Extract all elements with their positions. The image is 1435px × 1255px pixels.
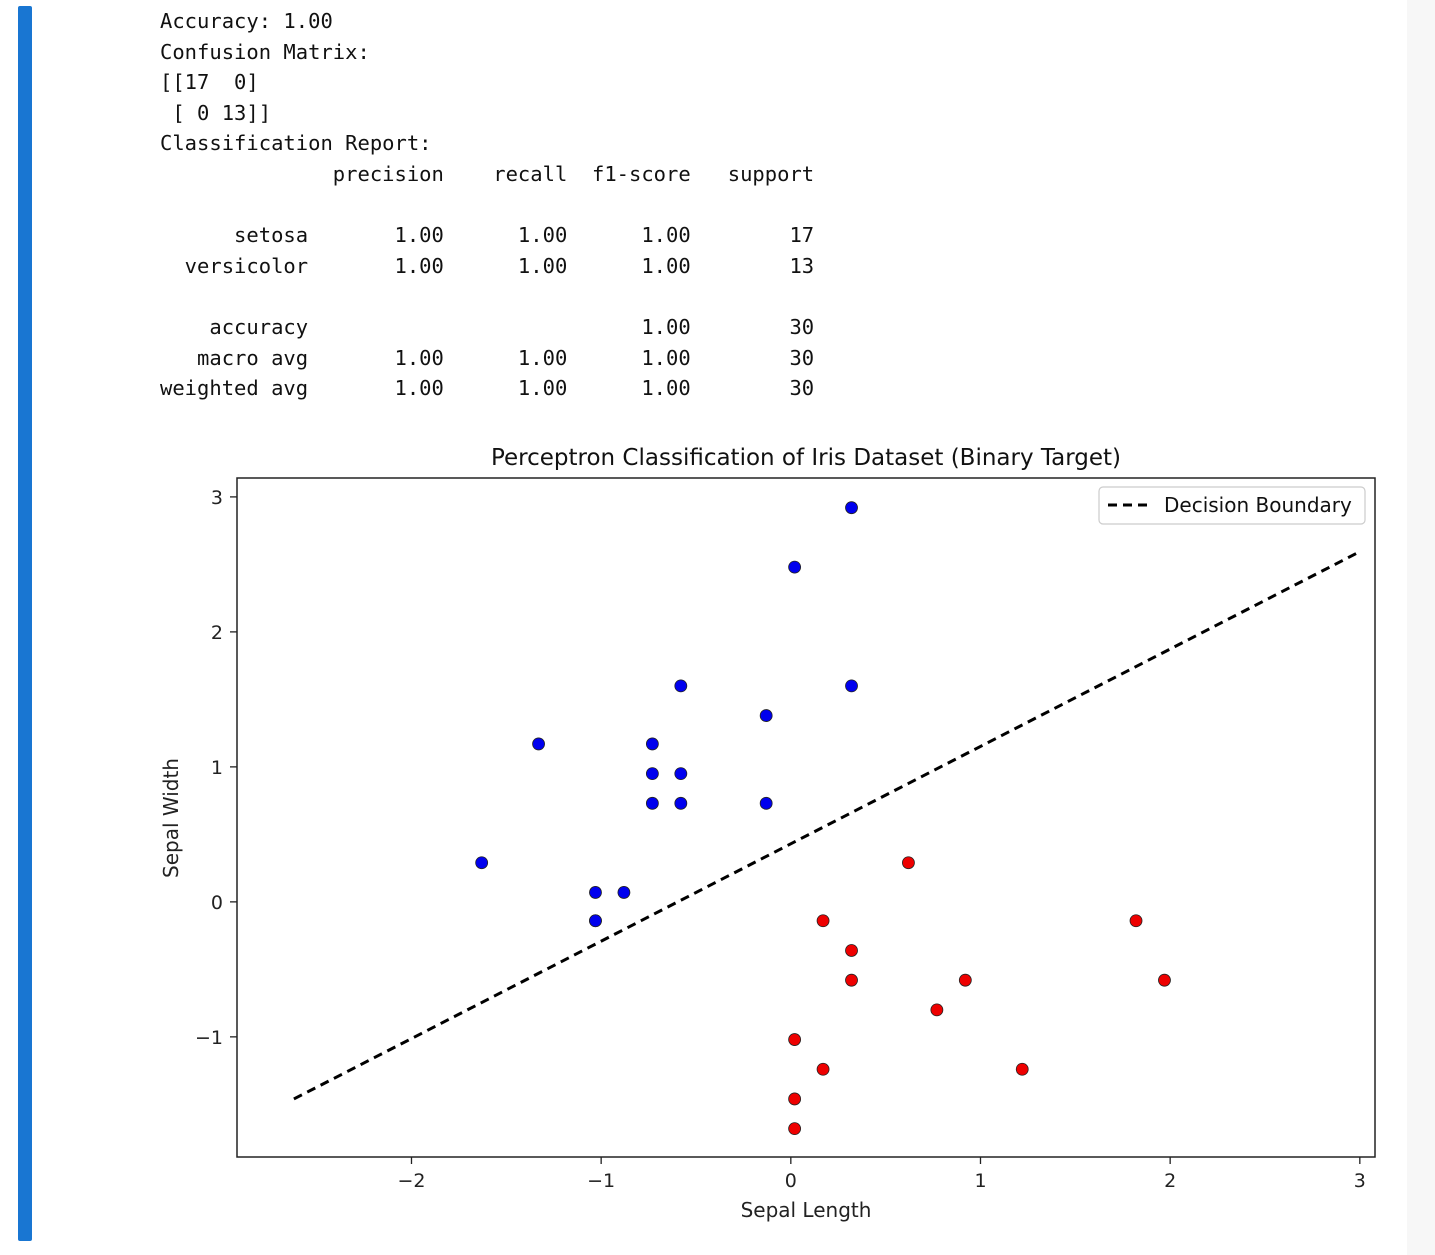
output-line: weighted avg 1.00 1.00 1.00 30 (160, 376, 815, 401)
scatter-point (759, 709, 773, 722)
scatter-point (475, 856, 489, 870)
scatter-point (645, 767, 659, 781)
scatter-point (1015, 1062, 1029, 1076)
output-line: accuracy 1.00 30 (160, 314, 815, 339)
output-line: Confusion Matrix: (160, 39, 370, 64)
scatter-point (1129, 914, 1143, 928)
scatter-point (674, 679, 688, 693)
scatter-point (845, 944, 858, 957)
x-tick-label: 0 (785, 1170, 797, 1192)
scatter-point (788, 1033, 802, 1046)
output-line: precision recall f1-score support (160, 161, 815, 186)
scatter-point (674, 796, 688, 810)
scatter-point (589, 886, 602, 899)
scatter-point (788, 1122, 802, 1136)
scatter-point (816, 914, 830, 928)
output-line: [ 0 13]] (160, 100, 272, 125)
y-axis-label: Sepal Width (159, 758, 183, 878)
scatter-point (759, 796, 773, 810)
scatter-point (845, 501, 858, 515)
legend: Decision Boundary (1098, 486, 1366, 525)
scatter-point (816, 1062, 830, 1076)
scatter-point (532, 737, 545, 751)
output-line: [[17 0] (160, 70, 259, 95)
y-tick-label: 0 (211, 892, 223, 914)
scatter-point (902, 856, 915, 870)
x-tick-label: −1 (587, 1170, 615, 1192)
cell-focus-bar[interactable] (18, 6, 32, 1241)
x-axis: −2 −1 0 1 2 3 (397, 1157, 1366, 1192)
output-line: Classification Report: (160, 131, 432, 156)
data-points (475, 501, 1171, 1136)
scatter-point (930, 1003, 944, 1017)
chart-title: Perceptron Classification of Iris Datase… (491, 445, 1121, 471)
y-tick-label: 2 (211, 622, 223, 644)
y-axis: −1 0 1 2 3 (195, 487, 237, 1049)
x-tick-label: 1 (974, 1170, 986, 1192)
x-tick-label: 2 (1164, 1170, 1176, 1192)
scatter-point (845, 973, 858, 987)
output-line: versicolor 1.00 1.00 1.00 13 (160, 253, 815, 278)
cell-output-text: Accuracy: 1.00 Confusion Matrix: [[17 0] [… (160, 6, 814, 404)
output-line: macro avg 1.00 1.00 1.00 30 (160, 345, 815, 370)
y-tick-label: −1 (195, 1027, 223, 1049)
right-gutter (1407, 0, 1435, 1255)
scatter-point (589, 914, 602, 928)
scatter-point (788, 1092, 802, 1106)
x-tick-label: 3 (1354, 1170, 1366, 1192)
x-axis-label: Sepal Length (741, 1198, 872, 1222)
legend-entry: Decision Boundary (1164, 493, 1352, 517)
scatter-point (1158, 973, 1171, 987)
decision-boundary-line (293, 552, 1357, 1101)
scatter-point (958, 973, 972, 987)
scatter-point (845, 679, 858, 693)
scatter-point (788, 560, 802, 574)
y-tick-label: 1 (211, 757, 223, 779)
scatter-point (645, 737, 659, 751)
scatter-point (645, 796, 659, 810)
y-tick-label: 3 (211, 487, 223, 509)
x-tick-label: −2 (397, 1170, 425, 1192)
plot-area-frame (236, 477, 1376, 1158)
legend-box (1098, 486, 1366, 525)
scatter-point (674, 767, 688, 781)
scatter-point (617, 886, 631, 899)
output-line: setosa 1.00 1.00 1.00 17 (160, 223, 815, 248)
output-line: Accuracy: 1.00 (160, 9, 333, 33)
